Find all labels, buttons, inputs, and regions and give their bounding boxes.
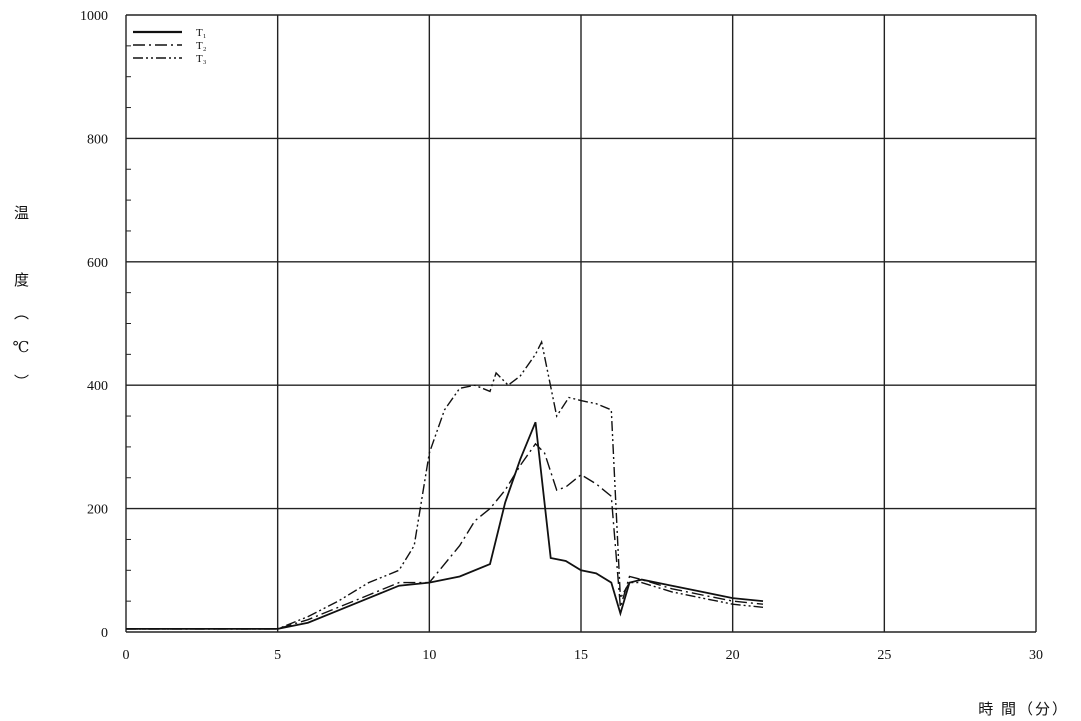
x-tick-label-3: 15 <box>574 648 588 663</box>
legend-label-1: T₁ <box>196 27 207 39</box>
y-tick-label-5: 1000 <box>80 9 108 24</box>
x-tick-label-5: 25 <box>877 648 891 663</box>
y-tick-label-0: 0 <box>101 626 108 641</box>
series-lines <box>126 339 764 630</box>
x-tick-label-4: 20 <box>726 648 740 663</box>
x-tick-labels: 0 5 10 15 20 25 30 <box>123 648 1044 663</box>
legend-label-3: T₃ <box>196 53 207 65</box>
grid-lines <box>125 14 1037 633</box>
y-tick-label-3: 600 <box>87 256 108 271</box>
y-tick-label-4: 800 <box>87 132 108 147</box>
series-line-3 <box>126 339 764 630</box>
x-axis-label: 時 間（分） <box>978 702 1069 718</box>
y-tick-label-1: 200 <box>87 503 108 518</box>
minor-ticks <box>126 45 131 602</box>
y-tick-labels: 0 200 400 600 800 1000 <box>80 9 108 641</box>
x-tick-label-1: 5 <box>274 648 281 663</box>
x-tick-label-2: 10 <box>422 648 436 663</box>
y-axis-label: 温 度（℃） <box>12 205 28 407</box>
series-line-1 <box>126 421 764 630</box>
y-tick-label-2: 400 <box>87 379 108 394</box>
x-tick-label-0: 0 <box>123 648 130 663</box>
x-tick-label-6: 30 <box>1029 648 1043 663</box>
legend-label-2: T₂ <box>196 40 207 52</box>
series-line-2 <box>126 442 764 630</box>
